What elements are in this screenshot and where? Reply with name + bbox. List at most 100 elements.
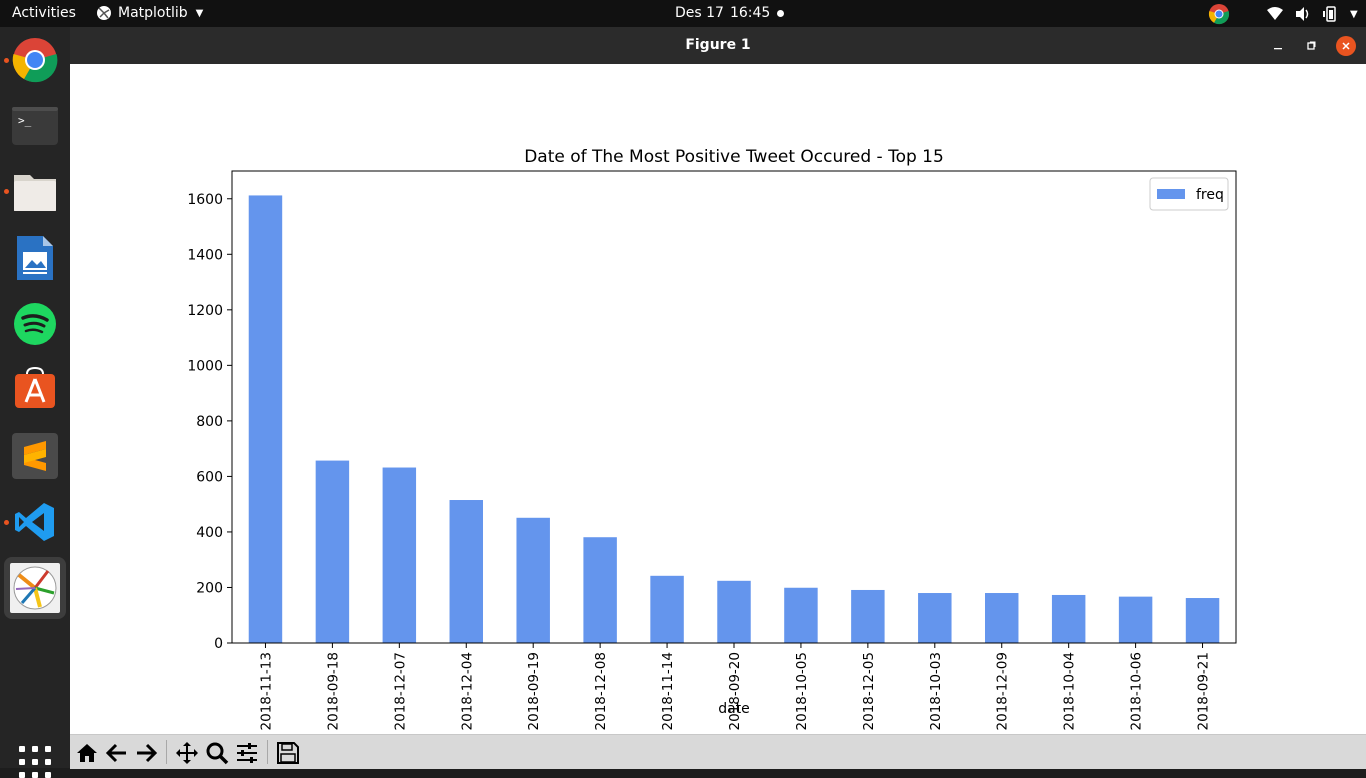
running-indicator xyxy=(4,520,9,525)
dock-writer[interactable] xyxy=(10,233,60,283)
minimize-button[interactable] xyxy=(1268,36,1288,56)
dock-software[interactable] xyxy=(10,363,60,413)
home-button[interactable] xyxy=(73,739,101,767)
clock-time: 16:45 xyxy=(729,5,771,21)
window-titlebar[interactable]: Figure 1 xyxy=(70,27,1366,64)
y-tick-label: 0 xyxy=(214,636,223,652)
bar xyxy=(851,589,885,643)
dock-vscode[interactable] xyxy=(10,497,60,547)
legend-swatch xyxy=(1157,189,1185,199)
navigation-toolbar xyxy=(70,734,1366,769)
dock: >_ xyxy=(0,27,70,778)
dock-matplotlib[interactable] xyxy=(4,557,66,619)
configure-subplots-icon xyxy=(237,743,257,763)
y-tick-label: 600 xyxy=(196,469,223,485)
terminal-icon: >_ xyxy=(12,107,58,145)
dock-chrome[interactable] xyxy=(10,35,60,85)
figure-window: Figure 1 Date of The Most Positive Tweet… xyxy=(70,27,1366,769)
activities-button[interactable]: Activities xyxy=(12,5,76,21)
x-axis-label: date xyxy=(718,701,750,717)
y-tick-label: 1400 xyxy=(187,247,223,263)
y-tick-label: 1600 xyxy=(187,192,223,208)
volume-icon[interactable] xyxy=(1294,6,1312,22)
app-menu[interactable]: Matplotlib ▼ xyxy=(96,5,203,21)
y-tick-label: 1200 xyxy=(187,303,223,319)
system-menu-caret-icon[interactable]: ▼ xyxy=(1350,8,1358,20)
maximize-button[interactable] xyxy=(1301,36,1321,56)
dock-terminal[interactable]: >_ xyxy=(10,101,60,151)
battery-icon[interactable] xyxy=(1322,5,1340,23)
x-tick-label: 2018-12-09 xyxy=(995,652,1011,730)
caret-down-icon: ▼ xyxy=(195,7,204,19)
y-tick-label: 200 xyxy=(196,580,223,596)
back-icon xyxy=(105,743,126,763)
bar xyxy=(1051,594,1086,643)
writer-icon xyxy=(17,236,53,280)
apps-grid-icon xyxy=(19,746,25,752)
system-tray[interactable]: ▼ xyxy=(1208,3,1358,25)
close-button[interactable] xyxy=(1336,36,1356,56)
save-button[interactable] xyxy=(274,739,302,767)
dock-sublime[interactable] xyxy=(10,431,60,481)
zoom-button[interactable] xyxy=(203,739,231,767)
y-tick-label: 1000 xyxy=(187,358,223,374)
x-tick-label: 2018-12-07 xyxy=(392,652,408,730)
matplotlib-icon xyxy=(97,6,111,20)
configure-subplots-button[interactable] xyxy=(233,739,261,767)
running-indicator xyxy=(4,189,9,194)
legend-label: freq xyxy=(1196,187,1224,203)
x-tick-label: 2018-11-13 xyxy=(258,652,274,730)
y-tick-label: 400 xyxy=(196,525,223,541)
files-icon xyxy=(14,175,56,211)
top-bar: Activities Matplotlib ▼ Des 17 16:45 xyxy=(0,0,1366,27)
dock-files[interactable] xyxy=(10,167,60,217)
bar xyxy=(1185,598,1220,643)
bar xyxy=(516,517,550,643)
software-store-icon xyxy=(15,366,55,408)
chart-title: Date of The Most Positive Tweet Occured … xyxy=(524,147,944,167)
bar xyxy=(583,537,617,643)
toolbar-separator xyxy=(166,740,167,764)
chrome-tray-icon[interactable] xyxy=(1208,3,1230,25)
clock[interactable]: Des 17 16:45 xyxy=(675,5,785,21)
back-button[interactable] xyxy=(103,739,131,767)
x-tick-label: 2018-10-05 xyxy=(794,652,810,730)
dock-spotify[interactable] xyxy=(10,299,60,349)
x-tick-label: 2018-12-08 xyxy=(593,652,609,730)
legend: freq xyxy=(1149,177,1229,211)
x-tick-label: 2018-09-21 xyxy=(1196,652,1212,730)
bar xyxy=(382,467,417,643)
home-icon xyxy=(77,744,97,762)
bar xyxy=(918,593,952,643)
toolbar-separator xyxy=(267,740,268,764)
wifi-icon[interactable] xyxy=(1266,6,1284,22)
svg-text:>_: >_ xyxy=(18,114,32,127)
x-tick-label: 2018-09-18 xyxy=(325,652,341,730)
bar xyxy=(985,593,1019,643)
figure-canvas[interactable]: Date of The Most Positive Tweet Occured … xyxy=(70,64,1366,734)
x-tick-label: 2018-12-05 xyxy=(861,652,877,730)
clock-date: Des 17 xyxy=(675,5,724,21)
close-icon xyxy=(1342,42,1350,50)
bar xyxy=(315,460,350,643)
x-tick-label: 2018-11-14 xyxy=(660,652,676,730)
x-tick-label: 2018-12-04 xyxy=(459,652,475,730)
show-apps-button[interactable] xyxy=(19,746,51,778)
chrome-icon xyxy=(12,38,58,83)
sublime-text-icon xyxy=(12,433,58,479)
bar xyxy=(1118,596,1153,643)
app-name: Matplotlib xyxy=(118,5,188,21)
bar xyxy=(650,575,684,643)
bar-chart: Date of The Most Positive Tweet Occured … xyxy=(187,147,1237,730)
save-icon xyxy=(277,742,299,764)
y-tick-label: 800 xyxy=(196,414,223,430)
spotify-icon xyxy=(14,303,56,345)
pan-icon xyxy=(176,742,198,764)
running-indicator xyxy=(4,58,9,63)
x-tick-label: 2018-09-19 xyxy=(526,652,542,730)
matplotlib-icon xyxy=(10,563,60,613)
pan-button[interactable] xyxy=(173,739,201,767)
forward-icon xyxy=(137,743,158,763)
bar xyxy=(449,500,483,643)
forward-button[interactable] xyxy=(132,739,160,767)
